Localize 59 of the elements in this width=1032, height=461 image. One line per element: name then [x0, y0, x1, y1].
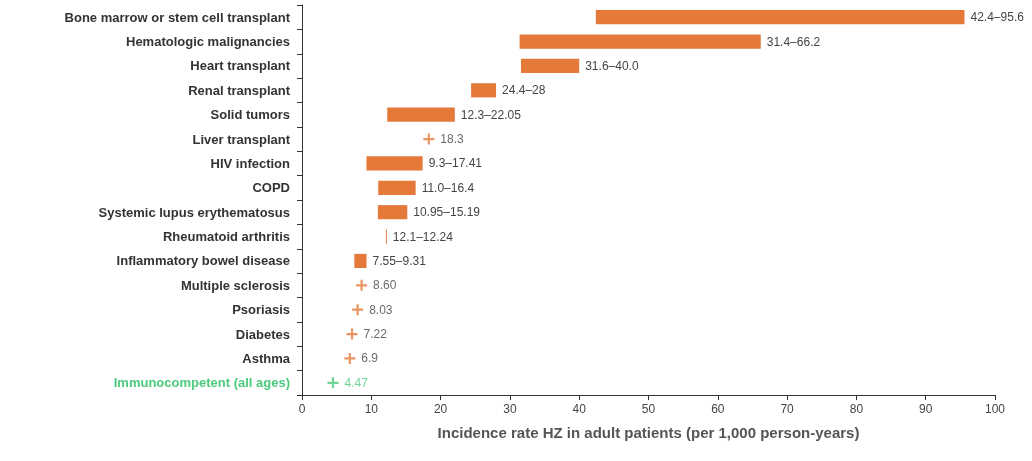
x-tick-label: 10 [364, 402, 379, 416]
data-label: 9.3–17.41 [428, 156, 483, 171]
y-tick-label: Inflammatory bowel disease [116, 253, 290, 269]
y-tick-label: HIV infection [210, 155, 291, 171]
y-tick-label: Liver transplant [192, 131, 291, 147]
x-tick-label: 20 [433, 402, 448, 416]
bar [378, 180, 416, 195]
data-label: 24.4–28 [502, 83, 546, 98]
x-tick-label: 40 [572, 402, 587, 416]
point [346, 328, 358, 340]
y-tick-label: Immunocompetent (all ages) [113, 375, 290, 391]
data-label: 6.9 [361, 351, 379, 366]
data-label: 4.47 [344, 375, 369, 390]
y-tick-label: Renal transplant [188, 82, 291, 98]
data-label: 31.4–66.2 [766, 34, 821, 49]
y-tick-label: Rheumatoid arthritis [162, 229, 290, 245]
bar [471, 83, 497, 98]
x-tick-label: 80 [849, 402, 864, 416]
y-tick-label: Multiple sclerosis [180, 277, 290, 293]
bar [366, 156, 423, 171]
point [356, 279, 368, 291]
data-label: 18.3 [440, 132, 464, 147]
x-tick-label: 60 [711, 402, 725, 416]
data-label: 31.6–40.0 [585, 58, 639, 73]
data-label: 7.55–9.31 [372, 253, 427, 268]
data-label: 12.3–22.05 [460, 107, 522, 122]
x-tick-label: 30 [503, 402, 517, 416]
data-label: 12.1–12.24 [392, 229, 454, 244]
y-tick-label: Asthma [242, 350, 291, 366]
x-tick-label: 0 [298, 402, 306, 416]
point [352, 304, 364, 316]
point [327, 377, 339, 389]
data-label: 11.0–16.4 [421, 180, 475, 195]
data-label: 10.95–15.19 [413, 205, 481, 220]
bar [354, 253, 367, 269]
bar [595, 10, 965, 25]
bar [387, 107, 455, 122]
y-tick-label: Diabetes [235, 326, 290, 342]
x-tick-label: 70 [780, 402, 795, 416]
bar [377, 205, 408, 220]
x-tick-label: 90 [919, 402, 933, 416]
y-tick-label: Psoriasis [232, 302, 290, 318]
y-tick-label: Hematologic malignancies [126, 34, 290, 50]
data-label: 42.4–95.6 [970, 10, 1025, 25]
data-label: 8.03 [369, 302, 393, 317]
y-tick-label: Bone marrow or stem cell transplant [64, 9, 291, 25]
y-tick-label: Solid tumors [210, 107, 290, 123]
data-label: 7.22 [363, 327, 388, 342]
x-tick-label: 50 [641, 402, 656, 416]
x-axis-title: Incidence rate HZ in adult patients (per 1,000 person-years) [437, 424, 860, 441]
x-tick-label: 100 [984, 402, 1006, 416]
point [344, 352, 356, 364]
point [423, 133, 435, 145]
y-tick-label: Heart transplant [190, 58, 291, 74]
bar [520, 58, 580, 74]
data-label: 8.60 [373, 278, 397, 293]
y-tick-label: COPD [252, 180, 290, 196]
y-tick-label: Systemic lupus erythematosus [98, 204, 290, 220]
bar [519, 34, 761, 49]
